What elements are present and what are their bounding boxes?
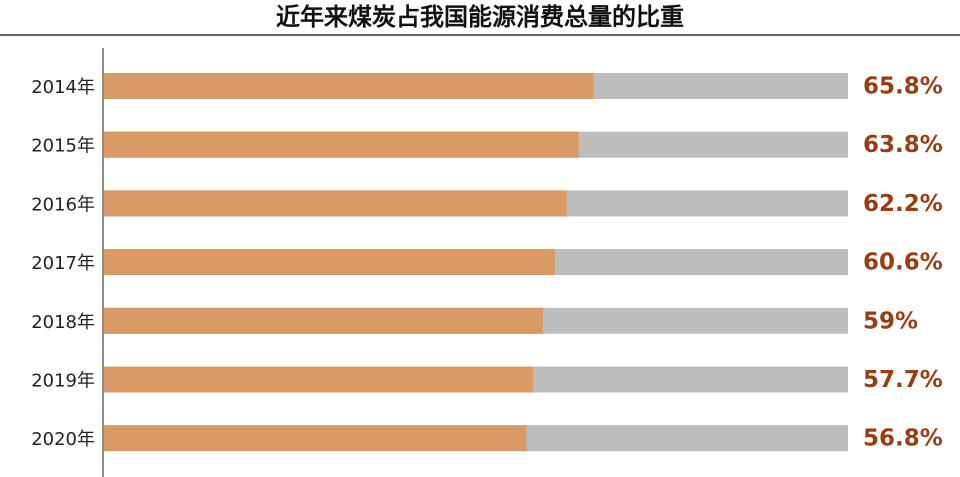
value-label: 63.8% [863, 132, 943, 158]
value-label: 62.2% [863, 191, 943, 217]
y-tick-label: 2018年 [31, 312, 95, 333]
value-label: 65.8% [863, 74, 943, 100]
chart-title: 近年来煤炭占我国能源消费总量的比重 [276, 3, 684, 31]
bar [104, 249, 555, 276]
y-tick-label: 2015年 [31, 136, 95, 157]
y-tick-label: 2019年 [31, 371, 95, 392]
bar [104, 366, 534, 393]
y-tick-label: 2020年 [31, 429, 95, 450]
value-label: 57.7% [863, 367, 943, 393]
value-label: 60.6% [863, 250, 943, 276]
bar [104, 425, 527, 452]
y-tick-label: 2016年 [31, 194, 95, 215]
y-tick-label: 2017年 [31, 253, 95, 274]
bar [104, 131, 579, 158]
bar [104, 190, 567, 217]
value-label: 59% [863, 308, 918, 334]
bar [104, 307, 543, 334]
value-label: 56.8% [863, 426, 943, 452]
bar [104, 73, 594, 99]
y-tick-label: 2014年 [31, 77, 95, 98]
